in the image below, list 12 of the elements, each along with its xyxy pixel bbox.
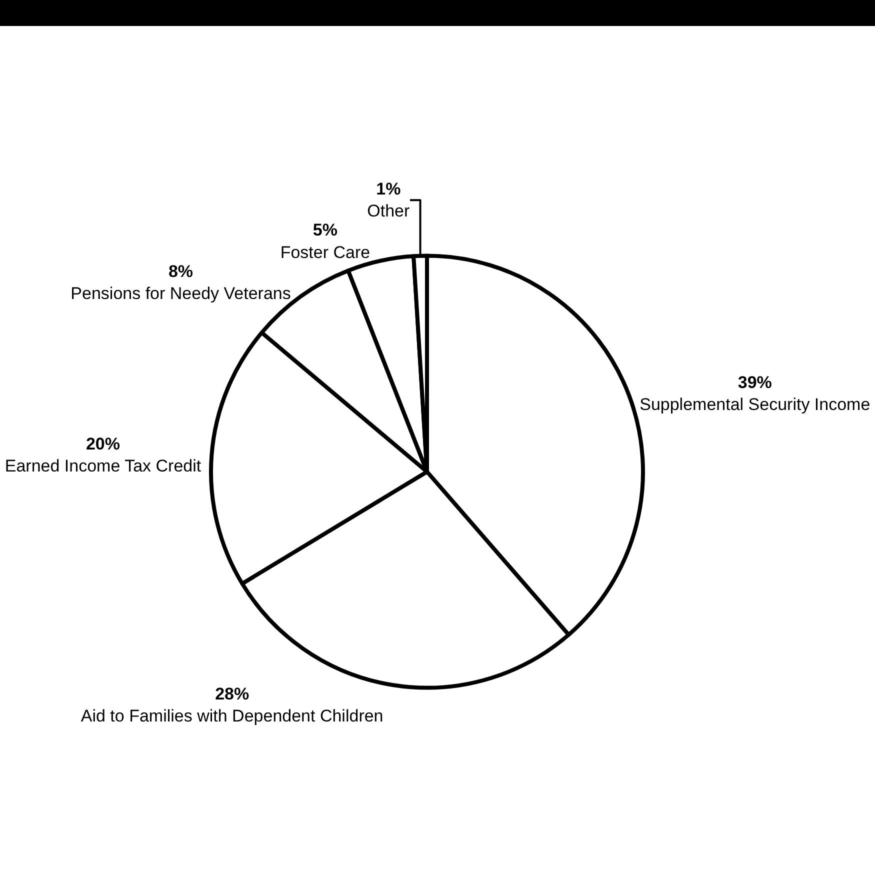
slice-label: Supplemental Security Income xyxy=(640,395,870,414)
slice-label: Other xyxy=(367,202,410,221)
slice-label: Pensions for Needy Veterans xyxy=(70,284,291,304)
slice-label: Aid to Families with Dependent Children xyxy=(80,706,384,726)
data-label: 5% xyxy=(312,220,338,240)
data-label: 39% xyxy=(738,373,772,392)
slice-label: Foster Care xyxy=(280,242,370,262)
data-label: 20% xyxy=(86,434,120,454)
slice-label: Earned Income Tax Credit xyxy=(4,456,202,476)
data-label: 8% xyxy=(168,262,194,282)
data-label: 28% xyxy=(215,684,250,704)
data-label: 1% xyxy=(376,180,401,199)
